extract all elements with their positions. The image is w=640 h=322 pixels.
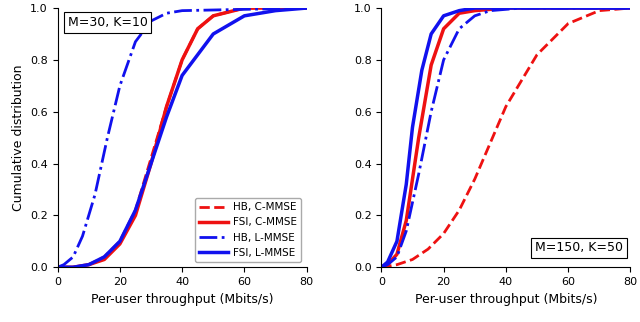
FSI, C-MMSE: [303, 6, 310, 10]
Text: M=150, K=50: M=150, K=50: [535, 241, 623, 254]
FSI, C-MMSE: [163, 105, 170, 109]
FSI, L-MMSE: [69, 265, 77, 269]
HB, L-MMSE: [132, 40, 140, 44]
FSI, L-MMSE: [132, 208, 140, 212]
HB, C-MMSE: [241, 6, 248, 10]
FSI, C-MMSE: [54, 265, 61, 269]
HB, L-MMSE: [116, 84, 124, 88]
FSI, L-MMSE: [54, 265, 61, 269]
Line: FSI, C-MMSE: FSI, C-MMSE: [58, 8, 307, 267]
X-axis label: Per-user throughput (Mbits/s): Per-user throughput (Mbits/s): [415, 293, 597, 306]
HB, L-MMSE: [79, 234, 86, 238]
Y-axis label: Cumulative distribution: Cumulative distribution: [12, 64, 24, 211]
FSI, L-MMSE: [147, 162, 155, 166]
HB, L-MMSE: [303, 6, 310, 10]
Text: M=30, K=10: M=30, K=10: [68, 16, 147, 29]
FSI, C-MMSE: [241, 6, 248, 10]
FSI, C-MMSE: [116, 242, 124, 246]
FSI, L-MMSE: [116, 239, 124, 243]
HB, C-MMSE: [303, 6, 310, 10]
FSI, C-MMSE: [132, 213, 140, 217]
HB, C-MMSE: [132, 208, 140, 212]
HB, C-MMSE: [85, 263, 93, 267]
HB, L-MMSE: [179, 9, 186, 13]
FSI, L-MMSE: [179, 73, 186, 77]
HB, L-MMSE: [91, 193, 99, 197]
HB, C-MMSE: [163, 105, 170, 109]
HB, C-MMSE: [116, 239, 124, 243]
FSI, L-MMSE: [163, 115, 170, 119]
HB, C-MMSE: [147, 156, 155, 160]
HB, C-MMSE: [100, 255, 108, 259]
Line: HB, C-MMSE: HB, C-MMSE: [58, 8, 307, 267]
FSI, C-MMSE: [194, 27, 202, 31]
HB, L-MMSE: [163, 11, 170, 15]
X-axis label: Per-user throughput (Mbits/s): Per-user throughput (Mbits/s): [91, 293, 273, 306]
HB, C-MMSE: [194, 27, 202, 31]
FSI, L-MMSE: [209, 32, 217, 36]
Line: HB, L-MMSE: HB, L-MMSE: [58, 8, 307, 267]
FSI, L-MMSE: [303, 6, 310, 10]
FSI, C-MMSE: [85, 263, 93, 267]
FSI, C-MMSE: [209, 14, 217, 18]
FSI, L-MMSE: [241, 14, 248, 18]
HB, L-MMSE: [147, 19, 155, 23]
FSI, C-MMSE: [147, 162, 155, 166]
FSI, C-MMSE: [179, 58, 186, 62]
FSI, L-MMSE: [100, 255, 108, 259]
Line: FSI, L-MMSE: FSI, L-MMSE: [58, 8, 307, 267]
FSI, C-MMSE: [69, 265, 77, 269]
HB, L-MMSE: [69, 255, 77, 259]
FSI, L-MMSE: [271, 9, 279, 13]
HB, L-MMSE: [60, 263, 68, 267]
HB, C-MMSE: [69, 265, 77, 269]
FSI, C-MMSE: [100, 258, 108, 261]
FSI, L-MMSE: [85, 263, 93, 267]
HB, C-MMSE: [209, 14, 217, 18]
HB, C-MMSE: [179, 58, 186, 62]
HB, L-MMSE: [104, 136, 111, 140]
Legend: HB, C-MMSE, FSI, C-MMSE, HB, L-MMSE, FSI, L-MMSE: HB, C-MMSE, FSI, C-MMSE, HB, L-MMSE, FSI…: [195, 198, 301, 262]
HB, C-MMSE: [54, 265, 61, 269]
HB, L-MMSE: [54, 265, 61, 269]
